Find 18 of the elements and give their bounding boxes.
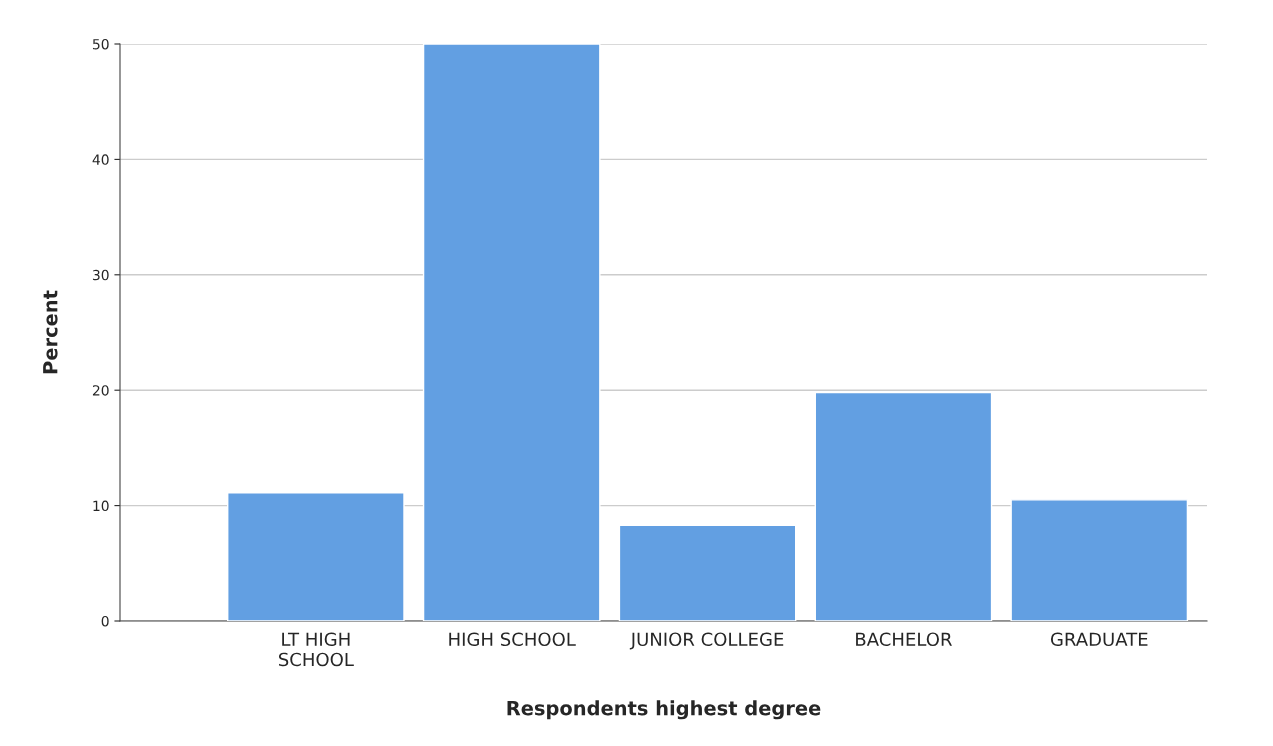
y-tick-label: 40 [92, 154, 109, 165]
y-tick-label: 0 [101, 615, 109, 627]
y-tick-label: 50 [92, 38, 109, 50]
y-axis-title: Percent [43, 290, 58, 374]
bar [814, 391, 993, 621]
y-tick-label: 20 [92, 385, 109, 396]
x-tick-label: HIGH SCHOOL [449, 632, 576, 647]
bar [618, 524, 797, 621]
bar [1010, 499, 1189, 621]
x-tick-label: BACHELOR [856, 632, 952, 647]
x-tick-label: LT HIGH SCHOOL [278, 632, 354, 667]
y-tick-label: 30 [92, 269, 109, 281]
y-tick-label: 10 [93, 500, 109, 512]
x-tick-label: JUNIOR COLLEGE [629, 632, 784, 650]
bar [422, 44, 601, 621]
bar [227, 492, 405, 621]
x-tick-label: GRADUATE [1050, 632, 1148, 647]
x-axis-title: Respondents highest degree [507, 700, 821, 720]
